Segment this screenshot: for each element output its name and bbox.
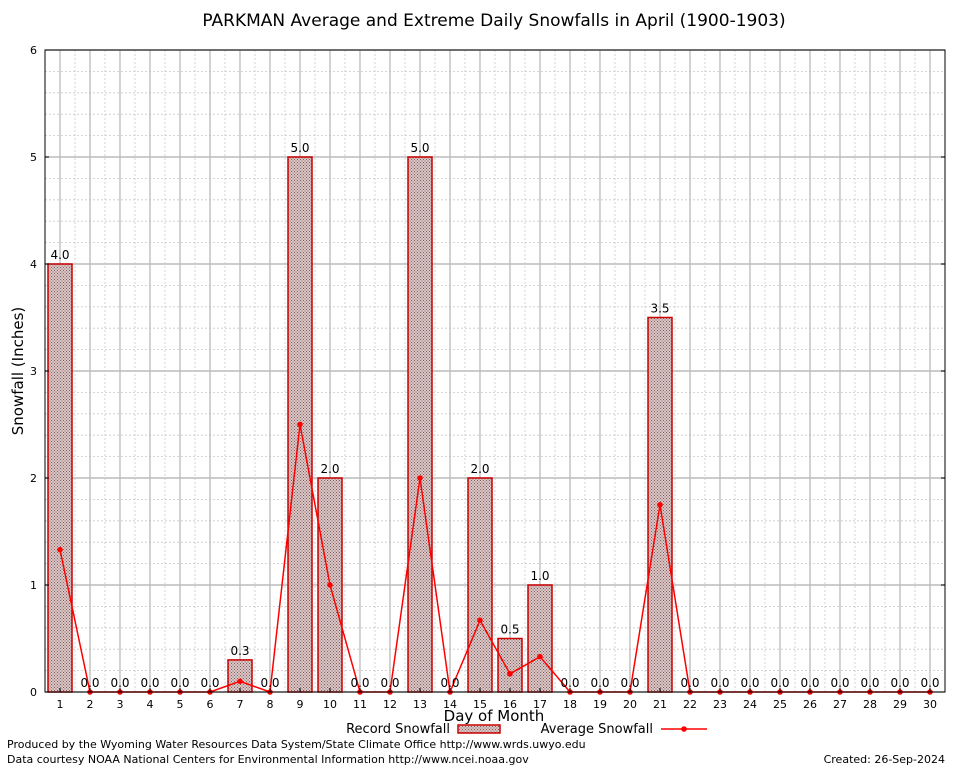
legend-average-marker — [681, 726, 687, 732]
x-tick-label: 29 — [893, 698, 907, 711]
bar-value-label: 0.0 — [920, 676, 939, 690]
x-tick-label: 6 — [207, 698, 214, 711]
x-tick-label: 21 — [653, 698, 667, 711]
record-bar-day-16 — [497, 637, 523, 693]
y-tick-label: 6 — [30, 44, 37, 57]
x-tick-label: 9 — [297, 698, 304, 711]
average-point — [327, 582, 333, 588]
x-tick-label: 4 — [147, 698, 154, 711]
x-axis-label: Day of Month — [444, 707, 545, 725]
y-axis-label: Snowfall (Inches) — [9, 307, 27, 435]
bar-value-label: 0.0 — [350, 676, 369, 690]
x-tick-label: 19 — [593, 698, 607, 711]
chart-title: PARKMAN Average and Extreme Daily Snowfa… — [202, 11, 785, 31]
bar-value-label: 0.0 — [440, 676, 459, 690]
bar-value-label: 0.0 — [680, 676, 699, 690]
x-tick-label: 22 — [683, 698, 697, 711]
record-bar-day-15 — [467, 477, 493, 693]
grid-lines — [45, 49, 945, 693]
bar-value-label: 2.0 — [470, 462, 489, 476]
x-tick-label: 20 — [623, 698, 637, 711]
x-tick-label: 15 — [473, 698, 487, 711]
x-tick-label: 8 — [267, 698, 274, 711]
average-point — [297, 421, 303, 428]
y-tick-label: 1 — [30, 579, 37, 592]
x-tick-label: 1 — [57, 698, 64, 711]
footer-produced-by: Produced by the Wyoming Water Resources … — [7, 738, 586, 751]
legend: Record Snowfall Average Snowfall — [346, 722, 707, 737]
average-point — [537, 653, 543, 660]
x-tick-label: 7 — [237, 698, 244, 711]
legend-record-label: Record Snowfall — [346, 722, 450, 737]
bar-value-label: 0.0 — [620, 676, 639, 690]
bar-value-label: 0.0 — [710, 676, 729, 690]
y-tick-label: 2 — [30, 472, 37, 485]
x-tick-label: 13 — [413, 698, 427, 711]
average-point — [657, 501, 663, 508]
bar-value-label: 0.0 — [200, 676, 219, 690]
record-bar-day-1 — [47, 263, 73, 693]
footer-created-date: Created: 26-Sep-2024 — [823, 753, 945, 766]
record-bar-day-17 — [527, 584, 553, 693]
y-tick-label: 3 — [30, 365, 37, 378]
bar-value-label: 5.0 — [290, 141, 309, 155]
record-bar-day-13 — [407, 156, 433, 693]
bar-value-label: 0.0 — [560, 676, 579, 690]
x-tick-label: 17 — [533, 698, 547, 711]
y-tick-label: 0 — [30, 686, 37, 699]
x-tick-labels: 1 2 3 4 5 6 7 8 9 10 11 12 13 14 15 16 17 18 19 20 21 22 23 24 2… — [57, 688, 937, 711]
bar-value-label: 0.0 — [170, 676, 189, 690]
bar-value-label: 0.0 — [260, 676, 279, 690]
x-tick-label: 16 — [503, 698, 517, 711]
x-tick-label: 28 — [863, 698, 877, 711]
bar-value-label: 0.0 — [890, 676, 909, 690]
y-tick-label: 5 — [30, 151, 37, 164]
x-tick-label: 24 — [743, 698, 757, 711]
average-point — [477, 617, 483, 624]
bar-value-label: 0.0 — [80, 676, 99, 690]
bar-value-labels: 4.0 0.0 0.0 0.0 0.0 0.0 0.3 0.0 5.0 2.0 0.0 0.0 5.0 0… — [50, 141, 939, 690]
x-tick-label: 11 — [353, 698, 367, 711]
bar-value-label: 0.0 — [110, 676, 129, 690]
x-tick-label: 14 — [443, 698, 457, 711]
average-point — [417, 475, 423, 481]
bar-value-label: 0.0 — [800, 676, 819, 690]
x-tick-label: 27 — [833, 698, 847, 711]
x-tick-label: 26 — [803, 698, 817, 711]
bar-value-label: 0.0 — [380, 676, 399, 690]
record-bar-day-7 — [227, 659, 253, 693]
x-tick-label: 30 — [923, 698, 937, 711]
bar-value-label: 5.0 — [410, 141, 429, 155]
legend-record-swatch — [457, 724, 501, 734]
footer-data-courtesy: Data courtesy NOAA National Centers for … — [7, 753, 529, 766]
bar-value-label: 0.0 — [860, 676, 879, 690]
bar-value-label: 0.0 — [740, 676, 759, 690]
x-tick-label: 25 — [773, 698, 787, 711]
y-tick-label: 4 — [30, 258, 37, 271]
x-tick-label: 23 — [713, 698, 727, 711]
bar-value-label: 4.0 — [50, 248, 69, 262]
bar-value-label: 3.5 — [650, 302, 669, 316]
y-tick-labels: 0 1 2 3 4 5 6 — [30, 44, 945, 699]
x-tick-label: 10 — [323, 698, 337, 711]
average-point — [57, 546, 63, 553]
average-point — [237, 678, 243, 685]
bar-value-label: 0.3 — [230, 644, 249, 658]
bar-value-label: 0.5 — [500, 623, 519, 637]
x-tick-label: 18 — [563, 698, 577, 711]
x-tick-label: 5 — [177, 698, 184, 711]
bar-value-label: 2.0 — [320, 462, 339, 476]
bar-value-label: 0.0 — [590, 676, 609, 690]
average-point — [507, 671, 513, 677]
x-tick-label: 2 — [87, 698, 94, 711]
bar-value-label: 1.0 — [530, 569, 549, 583]
x-tick-label: 12 — [383, 698, 397, 711]
bar-value-label: 0.0 — [770, 676, 789, 690]
legend-average-label: Average Snowfall — [541, 722, 653, 737]
bar-value-label: 0.0 — [830, 676, 849, 690]
x-tick-label: 3 — [117, 698, 124, 711]
bar-value-label: 0.0 — [140, 676, 159, 690]
